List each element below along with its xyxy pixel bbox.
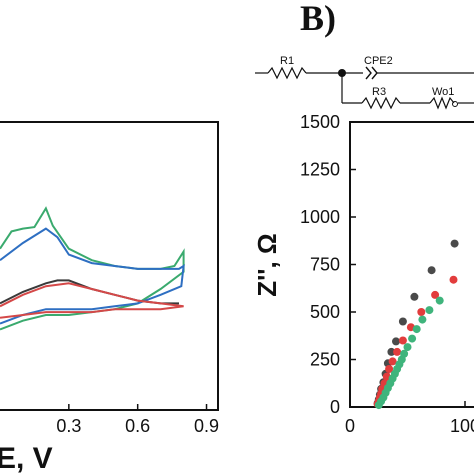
nyquist-point-series-1	[417, 308, 426, 316]
nyquist-ytick-label: 500	[310, 302, 340, 322]
nyquist-point-series-1	[393, 347, 402, 356]
cv-plot-frame	[0, 121, 219, 411]
cv-x-axis-label: E, V	[0, 442, 53, 474]
cv-series-line-3	[0, 282, 184, 319]
cv-series-line-0	[0, 206, 185, 331]
cv-series-line-2	[0, 279, 179, 305]
nyquist-point-series-1	[385, 365, 394, 373]
nyquist-point-series-1	[449, 275, 458, 284]
nyquist-point-series-0	[387, 347, 396, 356]
warburg-wo1-symbol	[429, 96, 455, 110]
nyquist-point-series-0	[427, 266, 436, 275]
nyquist-point-series-2	[400, 349, 409, 358]
nyquist-points-group	[373, 239, 459, 410]
cv-series-line-1	[0, 227, 185, 325]
nyquist-point-series-2	[403, 343, 412, 352]
nyquist-tick-group: 0 250 500 750 1000 1250 1500 0 100	[300, 112, 474, 436]
resistor-r1-label: R1	[280, 55, 294, 67]
cv-xtick-group: 0.3 0.6 0.9	[56, 404, 219, 436]
nyquist-ytick-label: 250	[310, 350, 340, 370]
nyquist-point-series-0	[410, 292, 419, 301]
cv-xtick-label: 0.6	[125, 416, 150, 436]
cv-panel: 0.3 0.6 0.9 E, V	[0, 121, 219, 474]
cv-xtick-label: 0.3	[56, 416, 81, 436]
nyquist-point-series-2	[412, 325, 421, 334]
nyquist-point-series-1	[388, 357, 397, 366]
nyquist-xtick-label: 100	[450, 416, 474, 436]
cv-xtick-label: 0.9	[194, 416, 219, 436]
nyquist-y-axis-label: Z'', Ω	[252, 233, 282, 297]
nyquist-ytick-label: 0	[330, 397, 340, 417]
nyquist-point-series-2	[435, 296, 444, 305]
nyquist-point-series-0	[398, 317, 407, 326]
nyquist-panel: Z'', Ω 0 250 500 750 1000 1250 1500 0 100	[252, 112, 474, 436]
nyquist-point-series-0	[450, 239, 459, 248]
nyquist-point-series-2	[418, 315, 427, 324]
cpe2-label: CPE2	[364, 55, 393, 67]
resistor-r1-symbol	[267, 66, 307, 80]
nyquist-point-series-0	[392, 337, 400, 346]
resistor-r3-symbol	[361, 96, 401, 110]
equivalent-circuit-diagram: R1 CPE2 R3 Wo1	[255, 55, 474, 110]
warburg-wo1-label: Wo1	[432, 86, 454, 98]
nyquist-ytick-label: 1500	[300, 112, 340, 132]
nyquist-point-series-2	[408, 334, 417, 343]
nyquist-plot-frame	[349, 121, 474, 408]
nyquist-ytick-label: 1000	[300, 207, 340, 227]
panel-b-label: B)	[300, 0, 336, 38]
nyquist-point-series-1	[431, 290, 440, 299]
nyquist-point-series-2	[425, 306, 434, 315]
nyquist-xtick-label: 0	[345, 416, 355, 436]
cv-series-group	[0, 206, 185, 331]
nyquist-point-series-1	[398, 336, 407, 345]
cpe2-symbol	[365, 66, 372, 80]
nyquist-ytick-label: 750	[310, 255, 340, 275]
nyquist-ytick-label: 1250	[300, 160, 340, 180]
resistor-r3-label: R3	[372, 86, 386, 98]
